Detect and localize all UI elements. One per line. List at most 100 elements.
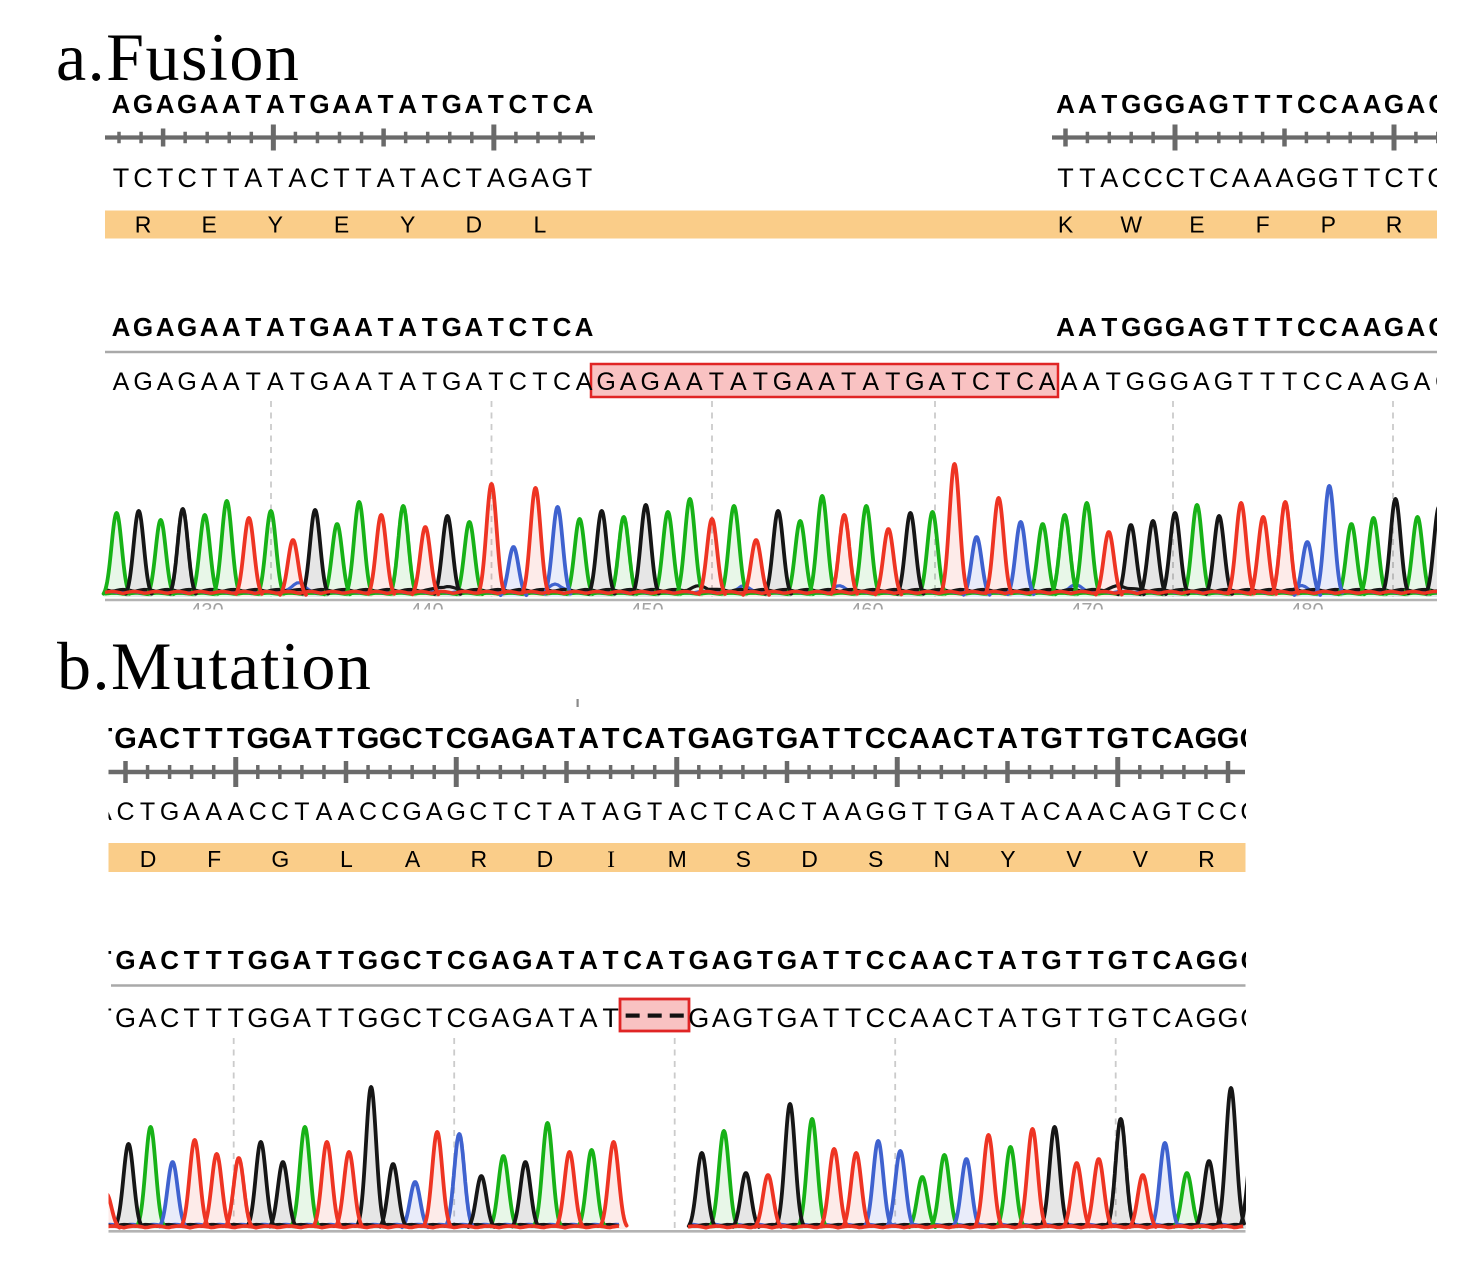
svg-text:T: T (426, 945, 442, 975)
svg-text:G: G (468, 945, 488, 975)
svg-text:E: E (1189, 212, 1204, 238)
svg-text:A: A (354, 89, 373, 119)
svg-text:A: A (998, 1003, 1016, 1033)
svg-text:C: C (1151, 723, 1172, 755)
svg-text:C: C (553, 368, 571, 396)
svg-text:C: C (1319, 89, 1338, 119)
svg-text:C: C (1297, 312, 1316, 342)
svg-text:G: G (1209, 89, 1229, 119)
svg-text:G: G (865, 798, 884, 826)
svg-text:C: C (1435, 368, 1453, 396)
svg-text:G: G (733, 945, 753, 975)
svg-text:T: T (1131, 723, 1149, 755)
svg-text:G: G (1165, 312, 1185, 342)
svg-text:A: A (1341, 89, 1360, 119)
svg-text:A: A (575, 89, 594, 119)
svg-text:C: C (1197, 798, 1215, 826)
svg-text:C: C (1240, 723, 1261, 755)
svg-text:T: T (668, 723, 686, 755)
svg-text:A: A (293, 1003, 311, 1033)
svg-text:G: G (1041, 945, 1061, 975)
svg-text:G: G (623, 798, 642, 826)
svg-text:G: G (1041, 1003, 1062, 1033)
svg-text:L: L (534, 212, 547, 238)
svg-text:I: I (607, 847, 615, 872)
svg-text:A: A (932, 945, 951, 975)
svg-text:G: G (512, 1003, 533, 1033)
svg-text:T: T (378, 368, 393, 396)
svg-text:A: A (1100, 163, 1118, 193)
svg-text:G: G (777, 945, 797, 975)
svg-text:G: G (467, 723, 490, 755)
svg-text:G: G (115, 1003, 136, 1033)
svg-text:T: T (823, 1003, 840, 1033)
svg-text:N: N (933, 846, 950, 872)
svg-text:A: A (464, 312, 483, 342)
svg-text:G: G (776, 1003, 797, 1033)
svg-text:T: T (801, 798, 816, 826)
svg-text:T: T (1132, 1003, 1149, 1033)
svg-text:A: A (139, 1003, 157, 1033)
svg-text:A: A (862, 368, 879, 396)
svg-text:G: G (247, 723, 270, 755)
svg-text:C: C (447, 1003, 467, 1033)
svg-text:A: A (579, 945, 598, 975)
svg-text:T: T (184, 945, 200, 975)
svg-text:T: T (493, 798, 508, 826)
svg-text:T: T (977, 1003, 994, 1033)
svg-text:A: A (664, 368, 681, 396)
svg-text:A: A (1078, 89, 1097, 119)
svg-text:G: G (177, 312, 197, 342)
svg-text:A: A (580, 1003, 598, 1033)
svg-text:D: D (537, 846, 554, 872)
svg-text:A: A (137, 723, 158, 755)
svg-text:D: D (801, 846, 818, 872)
svg-text:C: C (1152, 1003, 1172, 1033)
svg-text:480: 480 (1290, 600, 1323, 622)
svg-text:G: G (1148, 368, 1167, 396)
svg-text:T: T (337, 723, 355, 755)
svg-text:T: T (95, 1003, 112, 1033)
svg-text:T: T (1101, 312, 1117, 342)
svg-text:V: V (1066, 846, 1082, 872)
svg-text:T: T (1065, 1003, 1082, 1033)
svg-text:A: A (558, 798, 575, 826)
svg-text:T: T (845, 945, 861, 975)
svg-text:C: C (509, 368, 527, 396)
svg-text:G: G (1108, 945, 1128, 975)
svg-text:C: C (622, 723, 643, 755)
svg-text:A: A (465, 368, 482, 396)
svg-text:C: C (1121, 163, 1141, 193)
svg-text:A: A (354, 312, 373, 342)
svg-text:T: T (227, 723, 245, 755)
svg-text:T: T (1176, 798, 1191, 826)
svg-text:G: G (248, 945, 268, 975)
svg-text:A: A (602, 798, 619, 826)
svg-text:G: G (732, 1003, 753, 1033)
svg-text:A: A (997, 723, 1018, 755)
svg-text:A: A (293, 945, 312, 975)
svg-text:T: T (1408, 163, 1425, 193)
svg-text:C: C (553, 312, 572, 342)
svg-text:A: A (1131, 798, 1148, 826)
svg-text:T: T (845, 1003, 862, 1033)
svg-text:C: C (623, 945, 642, 975)
svg-text:A: A (156, 312, 175, 342)
svg-text:A: A (464, 89, 483, 119)
svg-text:T: T (157, 163, 174, 193)
svg-text:G: G (442, 368, 461, 396)
svg-text:C: C (133, 163, 153, 193)
svg-text:A: A (1275, 163, 1293, 193)
svg-text:R: R (470, 846, 487, 872)
svg-text:T: T (576, 163, 593, 193)
svg-text:C: C (160, 945, 179, 975)
svg-text:A: A (799, 723, 820, 755)
svg-text:T: T (267, 163, 284, 193)
svg-text:b.Mutation: b.Mutation (57, 628, 372, 704)
svg-text:A: A (711, 945, 730, 975)
svg-text:T: T (603, 945, 619, 975)
svg-text:R: R (135, 212, 152, 238)
svg-text:T: T (532, 89, 548, 119)
svg-text:C: C (954, 945, 973, 975)
svg-text:C: C (509, 89, 528, 119)
